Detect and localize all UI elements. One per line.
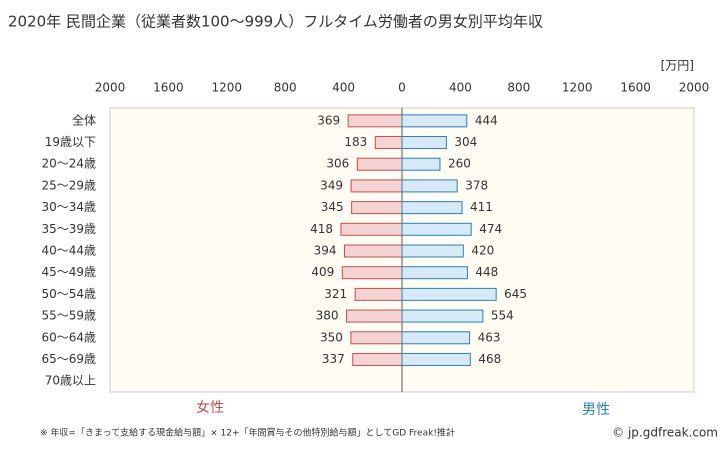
x-tick-label: 400 — [332, 81, 355, 95]
value-label: 444 — [475, 113, 498, 127]
value-label: 345 — [321, 200, 344, 214]
bar — [401, 136, 447, 150]
x-tick-label: 800 — [274, 81, 297, 95]
value-label: 418 — [310, 222, 333, 236]
value-label: 260 — [448, 157, 471, 171]
y-tick-label: 55～59歳 — [41, 309, 96, 323]
bar — [401, 266, 468, 280]
x-tick-label: 2000 — [679, 81, 710, 95]
chart-title: 2020年 民間企業（従業者数100～999人）フルタイム労働者の男女別平均年収 — [8, 13, 543, 31]
legend-label: 女性 — [196, 399, 224, 416]
y-tick-label: 50～54歳 — [41, 287, 96, 301]
value-label: 183 — [344, 135, 367, 149]
y-tick-label: 30～34歳 — [41, 200, 96, 214]
bar — [401, 244, 464, 258]
value-label: 380 — [316, 309, 339, 323]
value-label: 369 — [317, 113, 340, 127]
y-tick-label: 全体 — [72, 112, 96, 127]
value-label: 349 — [320, 178, 343, 192]
value-label: 468 — [478, 352, 501, 366]
bar — [401, 287, 497, 301]
value-label: 448 — [475, 265, 498, 279]
bar — [352, 352, 403, 366]
y-tick-label: 20～24歳 — [41, 157, 96, 171]
value-label: 394 — [314, 244, 337, 258]
value-label: 645 — [504, 287, 527, 301]
bar — [351, 201, 403, 215]
unit-label: [万円] — [661, 59, 694, 73]
bar — [401, 179, 458, 193]
value-label: 411 — [470, 200, 493, 214]
value-label: 474 — [479, 222, 502, 236]
bar — [346, 309, 403, 323]
value-label: 337 — [322, 352, 345, 366]
bar — [354, 287, 403, 301]
y-tick-label: 40～44歳 — [41, 244, 96, 258]
x-tick-label: 0 — [398, 81, 406, 95]
value-label: 378 — [465, 178, 488, 192]
bar — [401, 352, 471, 366]
bar — [401, 222, 472, 236]
x-tick-label: 2000 — [95, 81, 126, 95]
bar — [350, 179, 403, 193]
bar — [374, 136, 403, 150]
y-tick-label: 70歳以上 — [45, 374, 96, 388]
bar — [401, 201, 463, 215]
y-tick-label: 25～29歳 — [41, 178, 96, 192]
bar — [401, 309, 484, 323]
bar — [347, 114, 403, 128]
x-tick-label: 1600 — [153, 81, 184, 95]
x-tick-label: 1200 — [562, 81, 593, 95]
bar — [401, 157, 441, 171]
bar — [401, 114, 468, 128]
bar — [341, 266, 403, 280]
x-tick-label: 400 — [449, 81, 472, 95]
bar — [401, 331, 471, 345]
x-tick-label: 800 — [507, 81, 530, 95]
y-tick-label: 45～49歳 — [41, 265, 96, 279]
y-tick-label: 19歳以下 — [45, 135, 96, 149]
value-label: 321 — [324, 287, 347, 301]
value-label: 304 — [454, 135, 477, 149]
x-tick-label: 1200 — [212, 81, 243, 95]
y-tick-label: 65～69歳 — [41, 352, 96, 366]
value-label: 306 — [326, 157, 349, 171]
value-label: 350 — [320, 330, 343, 344]
y-tick-label: 35～39歳 — [41, 222, 96, 236]
legend-label: 男性 — [582, 402, 610, 418]
bar — [350, 331, 403, 345]
value-label: 420 — [471, 244, 494, 258]
footnote: ※ 年収=「きまって支給する現金給与額」× 12+「年間賞与その他特別給与額」と… — [40, 427, 455, 439]
y-tick-label: 60～64歳 — [41, 330, 96, 344]
bar — [340, 222, 403, 236]
x-tick-label: 1600 — [620, 81, 651, 95]
value-label: 409 — [311, 265, 334, 279]
credit: © jp.gdfreak.com — [612, 426, 718, 440]
value-label: 463 — [478, 330, 501, 344]
value-label: 554 — [491, 309, 514, 323]
bar — [356, 157, 403, 171]
bar — [343, 244, 403, 258]
